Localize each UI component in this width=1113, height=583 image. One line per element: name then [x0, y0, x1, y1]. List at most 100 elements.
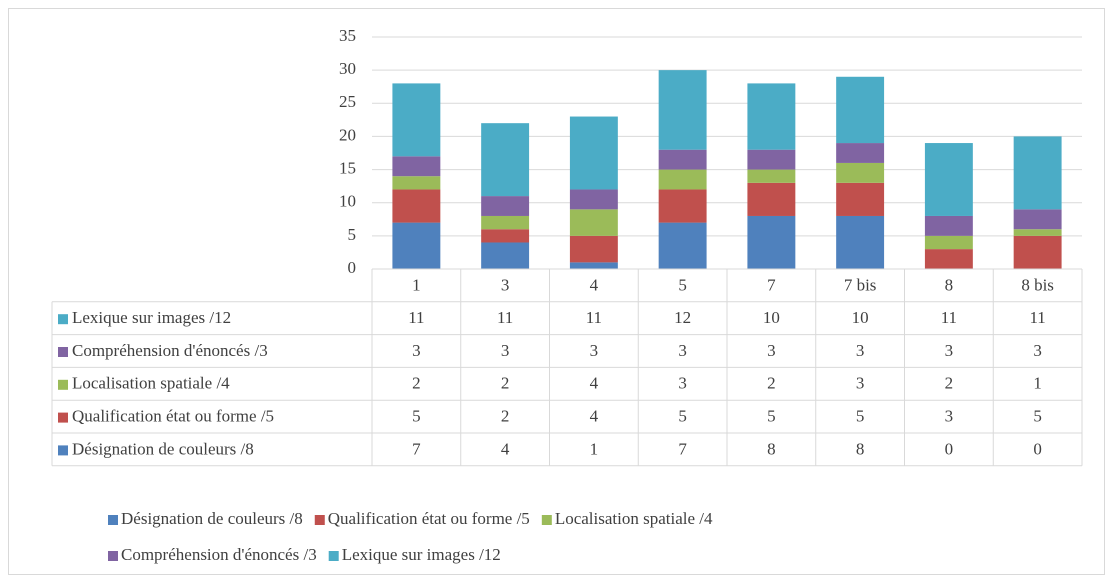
- table-row-label: Localisation spatiale /4: [72, 374, 230, 393]
- table-cell: 3: [678, 341, 687, 360]
- table-legend-key: [58, 412, 68, 423]
- table-cell: 3: [501, 341, 510, 360]
- x-tick-label: 8 bis: [1021, 275, 1054, 294]
- legend-key: [108, 515, 118, 525]
- table-cell: 2: [945, 374, 954, 393]
- table-cell: 5: [767, 407, 776, 426]
- table-cell: 5: [856, 407, 865, 426]
- bar-segment: [1013, 136, 1062, 210]
- table-cell: 3: [1033, 341, 1042, 360]
- bar-segment: [836, 215, 885, 269]
- table-cell: 3: [856, 341, 865, 360]
- bar-segment: [1013, 235, 1062, 269]
- bar-segment: [747, 215, 796, 269]
- table-cell: 3: [767, 341, 776, 360]
- bar-segment: [569, 262, 618, 269]
- bar-segment: [836, 162, 885, 183]
- bar-segment: [481, 229, 530, 243]
- table-cell: 3: [945, 341, 954, 360]
- bar-segment: [747, 149, 796, 170]
- y-tick-label: 5: [348, 225, 357, 244]
- table-cell: 2: [412, 374, 421, 393]
- table-cell: 10: [763, 308, 780, 327]
- y-tick-label: 0: [348, 258, 357, 277]
- table-cell: 5: [678, 407, 687, 426]
- table-legend-key: [58, 314, 68, 325]
- table-cell: 11: [408, 308, 424, 327]
- table-cell: 3: [590, 341, 599, 360]
- bar-segment: [392, 83, 441, 157]
- chart-border: [8, 8, 1105, 575]
- x-tick-label: 5: [678, 275, 687, 294]
- table-cell: 12: [674, 308, 691, 327]
- table-row-label: Compréhension d'énoncés /3: [72, 341, 268, 360]
- x-tick-label: 1: [412, 275, 421, 294]
- bar-segment: [481, 123, 530, 197]
- table-cell: 0: [945, 439, 954, 458]
- table-row-label: Lexique sur images /12: [72, 308, 231, 327]
- table-legend-key: [58, 379, 68, 390]
- bar-segment: [392, 176, 441, 190]
- x-tick-label: 4: [590, 275, 599, 294]
- bar-segment: [392, 156, 441, 177]
- bar-segment: [924, 143, 973, 216]
- table-cell: 0: [1033, 439, 1042, 458]
- y-tick-label: 15: [339, 158, 356, 177]
- bar-segment: [747, 182, 796, 216]
- bar-segment: [747, 83, 796, 150]
- x-tick-label: 3: [501, 275, 510, 294]
- bar-segment: [924, 249, 973, 269]
- legend-key: [541, 515, 552, 525]
- bar-segment: [658, 149, 707, 170]
- bar-segment: [569, 235, 618, 263]
- bar-segment: [658, 222, 707, 269]
- x-tick-label: 7 bis: [844, 275, 877, 294]
- table-cell: 7: [412, 439, 421, 458]
- bar-segment: [924, 215, 973, 236]
- table-cell: 2: [767, 374, 776, 393]
- x-tick-label: 7: [767, 275, 776, 294]
- table-cell: 11: [586, 308, 602, 327]
- bar-segment: [924, 235, 973, 250]
- table-cell: 3: [412, 341, 421, 360]
- bar-segment: [836, 182, 885, 216]
- table-cell: 2: [501, 374, 510, 393]
- legend-key: [108, 551, 118, 561]
- legend-label: Qualification état ou forme /5: [328, 509, 530, 528]
- legend-label: Localisation spatiale /4: [555, 509, 713, 528]
- bar-segment: [658, 70, 707, 150]
- x-tick-label: 8: [945, 275, 954, 294]
- table-row-label: Désignation de couleurs /8: [72, 439, 254, 458]
- bar-segment: [658, 169, 707, 190]
- bar-segment: [747, 169, 796, 183]
- y-tick-label: 25: [339, 92, 356, 111]
- bar-segment: [836, 76, 885, 144]
- table-cell: 4: [590, 407, 599, 426]
- table-cell: 11: [1029, 308, 1045, 327]
- y-tick-label: 30: [339, 59, 356, 78]
- table-cell: 5: [1033, 407, 1042, 426]
- bar-segment: [836, 143, 885, 163]
- table-cell: 7: [678, 439, 687, 458]
- legend-label: Compréhension d'énoncés /3: [121, 545, 317, 564]
- table-cell: 10: [852, 308, 869, 327]
- y-tick-label: 35: [339, 26, 356, 45]
- table-cell: 5: [412, 407, 421, 426]
- bar-segment: [1013, 229, 1062, 236]
- legend-key: [314, 515, 325, 525]
- table-cell: 11: [497, 308, 513, 327]
- table-cell: 1: [1033, 374, 1042, 393]
- table-cell: 11: [941, 308, 957, 327]
- table-cell: 4: [501, 439, 510, 458]
- bar-segment: [481, 215, 530, 230]
- table-cell: 4: [590, 374, 599, 393]
- table-cell: 3: [678, 374, 687, 393]
- table-legend-key: [58, 347, 68, 357]
- legend-label: Désignation de couleurs /8: [121, 509, 303, 528]
- legend-label: Lexique sur images /12: [342, 545, 501, 564]
- bar-segment: [569, 116, 618, 190]
- y-tick-label: 10: [339, 192, 356, 211]
- bar-segment: [569, 209, 618, 236]
- table-cell: 8: [856, 439, 865, 458]
